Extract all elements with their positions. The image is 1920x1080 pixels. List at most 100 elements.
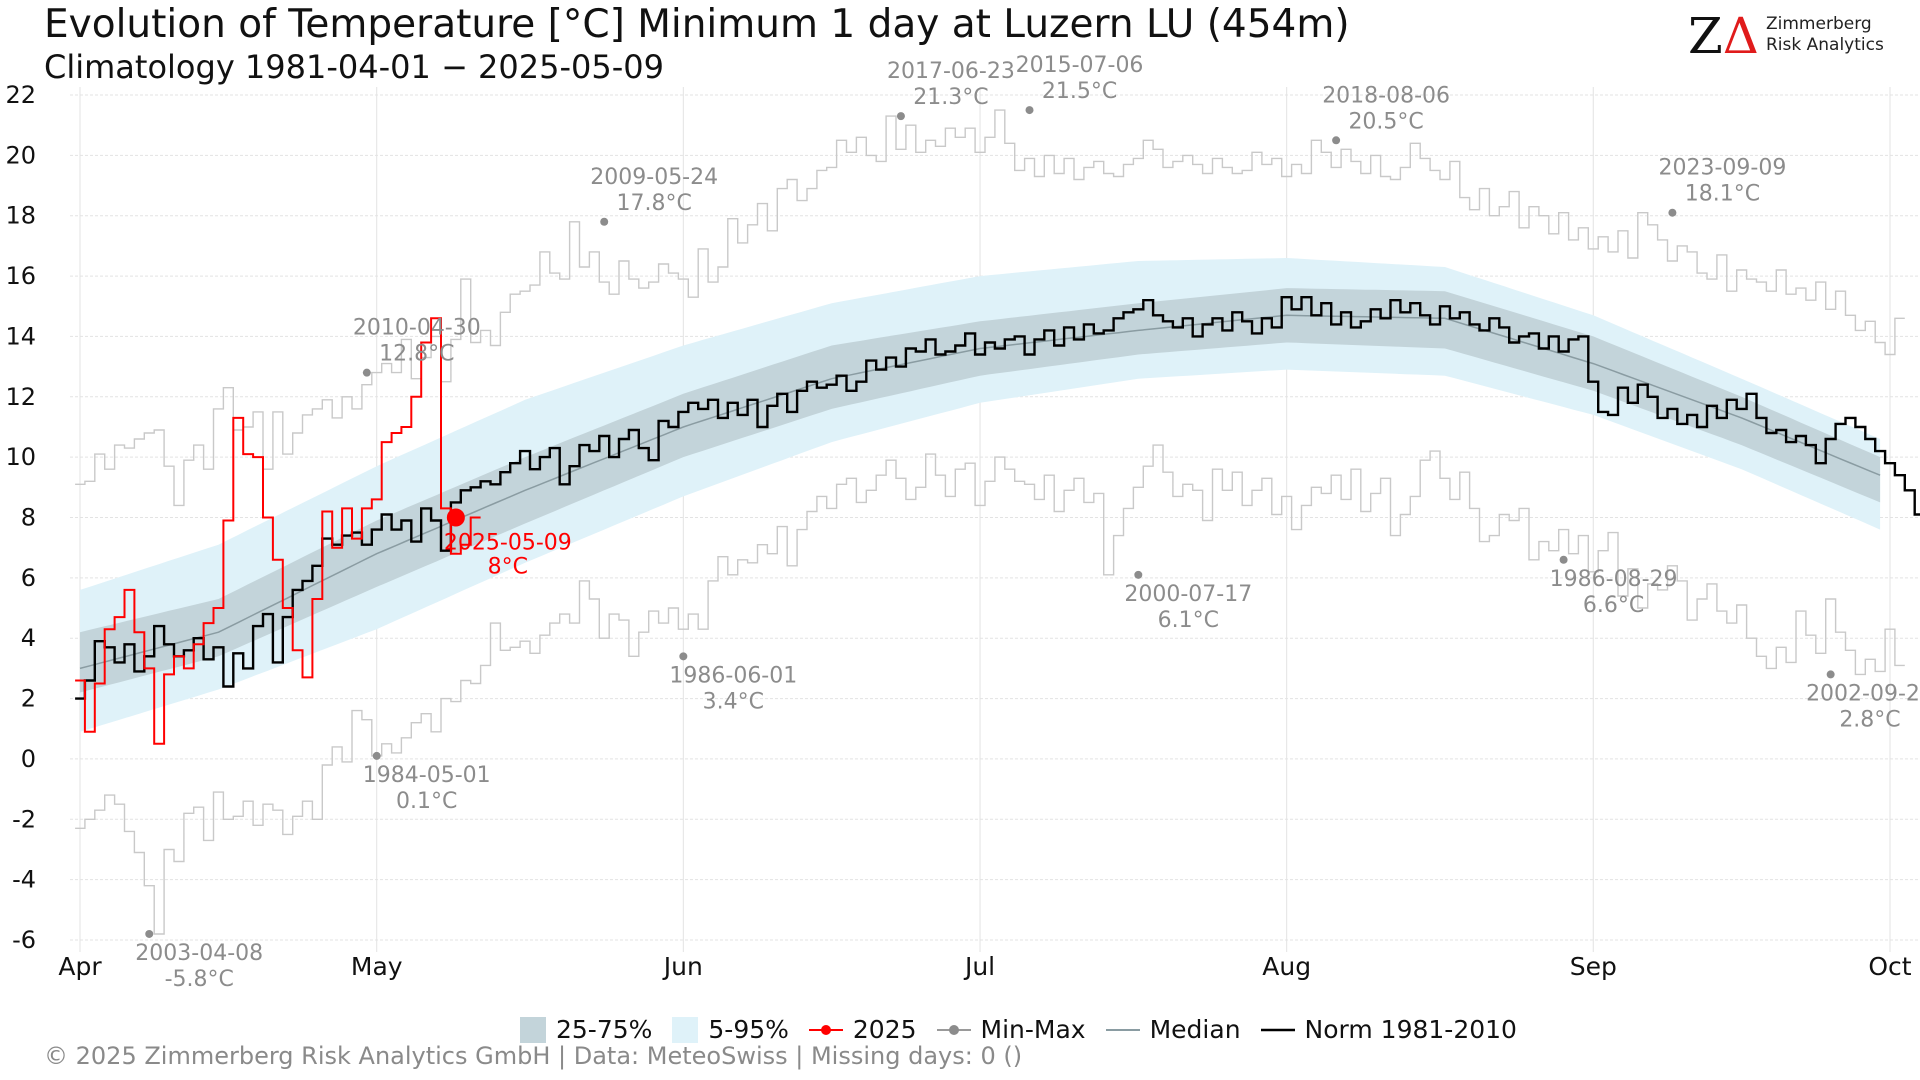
legend-item-norm: Norm 1981-2010 [1260,1015,1517,1044]
chart-subtitle: Climatology 1981-04-01 − 2025-05-09 [44,48,665,86]
x-tick-label: Sep [1570,952,1617,981]
record-value-label: 20.5°C [1348,109,1423,134]
median-line [79,314,1881,670]
band-25-75 [80,288,1881,693]
record-value-label: 3.4°C [703,689,764,714]
logo-mark: ZΔ [1688,10,1759,62]
legend-label-iqr: 25-75% [556,1015,653,1044]
series-lines [75,109,1920,935]
legend-item-iqr: 25-75% [520,1015,652,1044]
current-value-label: 8°C [488,555,528,580]
record-value-label: 6.1°C [1158,608,1219,633]
record-point [1025,106,1034,115]
min-record-line [75,444,1905,935]
legend-label-median: Median [1149,1015,1241,1044]
x-tick-label: Jun [662,952,703,981]
legend-item-current: 2025 [808,1015,917,1044]
legend-swatch-minmax [936,1024,971,1035]
record-value-label: 0.1°C [396,789,457,814]
y-tick-label: -4 [12,866,36,894]
record-date-label: 2010-04-30 [353,316,481,341]
record-date-label: 1984-05-01 [363,763,491,788]
record-value-label: 12.8°C [379,342,454,367]
y-tick-label: 12 [5,383,36,411]
legend-swatch-median [1105,1028,1140,1031]
record-value-label: 21.3°C [913,85,988,110]
legend-label-norm: Norm 1981-2010 [1304,1015,1517,1044]
record-value-label: 2.8°C [1839,707,1900,732]
record-point [1668,208,1677,217]
y-tick-label: 8 [21,504,36,532]
legend-label-current: 2025 [852,1015,917,1044]
y-tick-label: 22 [5,81,36,109]
legend-item-minmax: Min-Max [936,1015,1086,1044]
y-tick-label: 0 [21,745,36,773]
logo-line-2: Risk Analytics [1766,35,1884,55]
y-tick-label: 10 [5,443,36,471]
record-date-label: 2000-07-17 [1124,582,1252,607]
legend-swatch-norm [1260,1028,1295,1031]
legend-swatch-p5-95 [672,1016,699,1043]
record-point [1559,555,1568,564]
record-value-label: 21.5°C [1042,79,1117,104]
logo-z-letter: Z [1688,7,1723,65]
legend-item-p5-95: 5-95% [672,1015,789,1044]
current-date-label: 2025-05-09 [444,531,572,556]
x-tick-label: Apr [58,952,102,981]
legend-swatch-current [808,1024,843,1035]
x-tick-label: May [351,952,403,981]
x-tick-label: Jul [963,952,995,981]
record-point [145,929,154,938]
logo-line-1: Zimmerberg [1766,14,1872,34]
record-annotations: 2025-05-098°C2010-04-3012.8°C2009-05-241… [135,53,1920,992]
footer-credit: © 2025 Zimmerberg Risk Analytics GmbH | … [44,1042,1023,1070]
y-tick-label: 4 [21,624,36,652]
y-tick-label: 2 [21,685,36,713]
y-tick-label: 18 [5,202,36,230]
company-logo: ZΔ Zimmerberg Risk Analytics [1688,10,1898,62]
record-date-label: 2018-08-06 [1322,83,1450,108]
y-tick-label: -6 [12,926,36,954]
legend-swatch-iqr [520,1016,546,1043]
record-point [362,368,371,377]
axes-labels: -6 -4 -2 0 2 4 6 8 10 12 14 16 18 20 22 Apr May Jun Jul Aug… [5,81,1911,981]
record-date-label: 2002-09-25 [1806,681,1920,706]
logo-delta-icon: Δ [1722,7,1759,65]
y-tick-label: 14 [5,322,36,350]
y-tick-label: 16 [5,262,36,290]
record-value-label: 6.6°C [1583,593,1644,618]
legend-label-p5-95: 5-95% [708,1015,789,1044]
chart-title: Evolution of Temperature [°C] Minimum 1 … [44,2,1350,47]
x-tick-label: Aug [1262,952,1311,981]
logo-text: Zimmerberg Risk Analytics [1766,14,1884,56]
y-tick-label: -2 [12,805,36,833]
x-tick-label: Oct [1868,952,1911,981]
record-date-label: 2017-06-23 [887,59,1015,84]
y-tick-label: 6 [21,564,36,592]
record-point [1826,670,1835,679]
current-2025-point [446,508,465,527]
record-point [896,112,905,121]
max-record-line [75,109,1905,507]
norm-line [75,296,1920,700]
record-date-label: 2023-09-09 [1658,156,1786,181]
y-tick-label: 20 [5,141,36,169]
chart-legend: 25-75% 5-95% 2025 Min-Max Median Norm 19… [520,1015,1517,1044]
record-date-label: 1986-06-01 [669,663,797,688]
legend-label-minmax: Min-Max [980,1015,1086,1044]
record-point [600,217,609,226]
record-date-label: 2015-07-06 [1016,53,1144,78]
record-date-label: 2009-05-24 [590,165,718,190]
current-2025-line [75,317,481,745]
record-value-label: -5.8°C [165,967,234,992]
record-point [679,652,688,661]
legend-item-median: Median [1105,1015,1241,1044]
record-value-label: 17.8°C [617,191,692,216]
record-date-label: 2003-04-08 [135,941,263,966]
record-date-label: 1986-08-29 [1550,567,1678,592]
record-point [372,751,381,760]
record-point [1332,136,1341,145]
record-point [1134,570,1143,579]
record-value-label: 18.1°C [1685,182,1760,207]
